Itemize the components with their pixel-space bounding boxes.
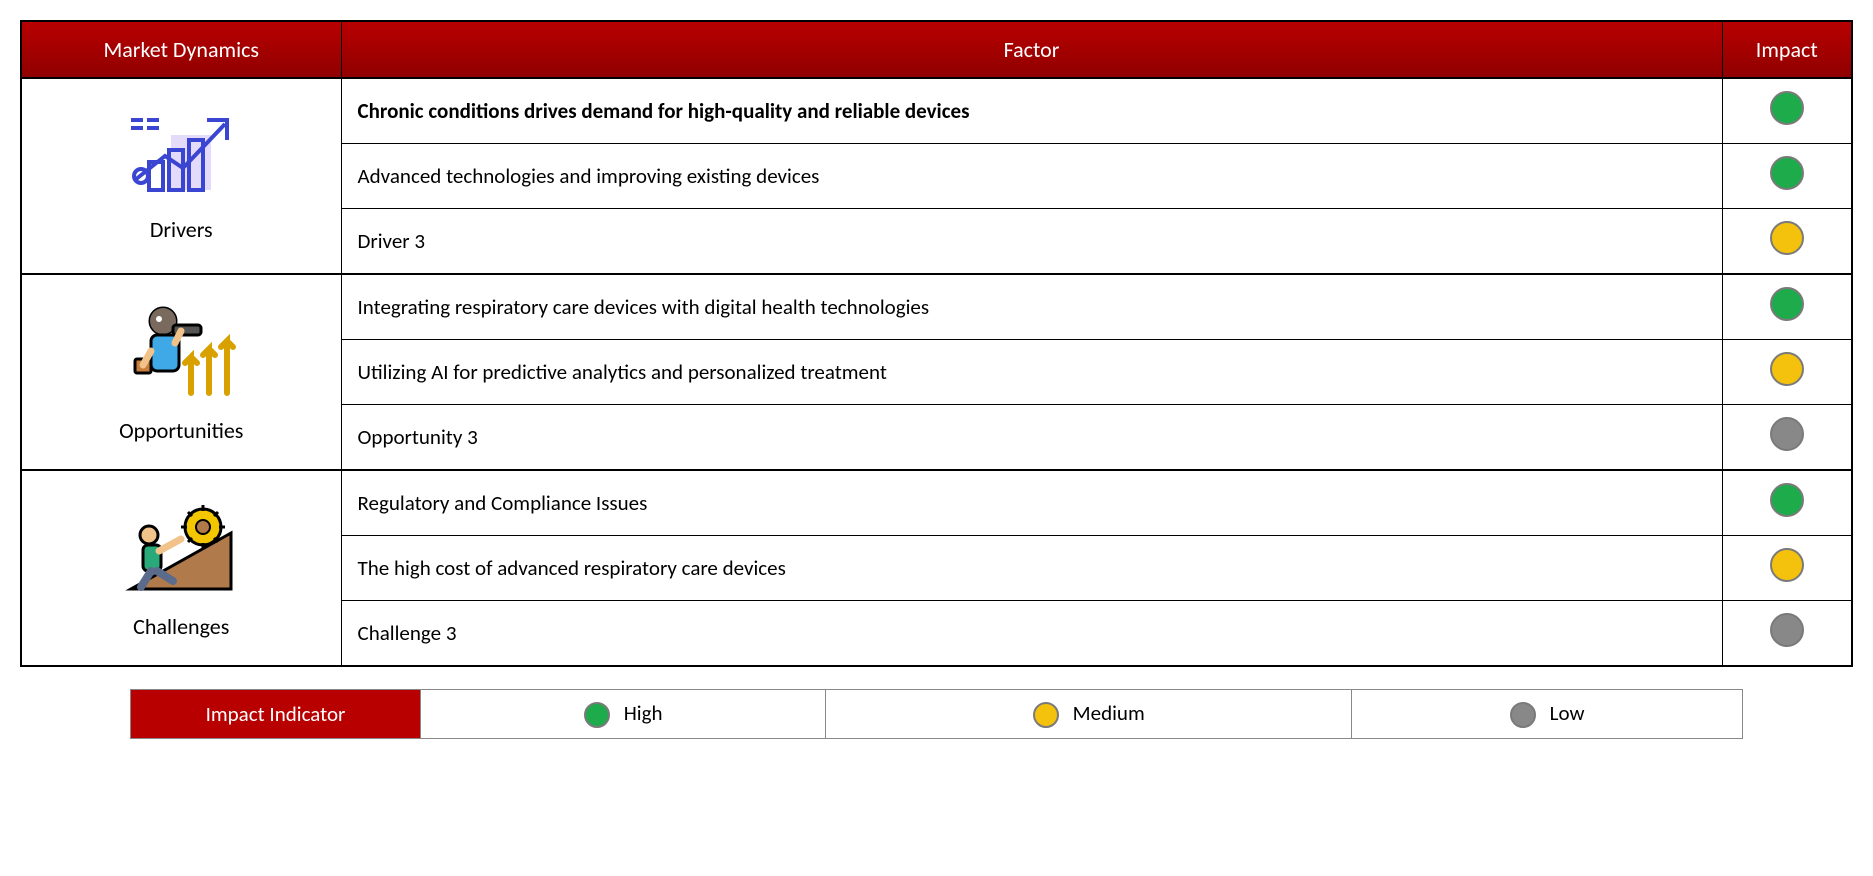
legend-high: High — [420, 690, 825, 739]
legend-title: Impact Indicator — [130, 690, 420, 739]
impact-cell — [1722, 78, 1852, 144]
impact-cell — [1722, 405, 1852, 471]
factor-cell: Regulatory and Compliance Issues — [341, 470, 1722, 536]
category-label: Opportunities — [38, 417, 325, 444]
impact-cell — [1722, 274, 1852, 340]
legend-medium-label: Medium — [1073, 700, 1145, 726]
opportunities-icon — [38, 301, 325, 407]
impact-circle-high — [1770, 91, 1804, 125]
impact-cell — [1722, 536, 1852, 601]
table-row: OpportunitiesIntegrating respiratory car… — [21, 274, 1852, 340]
factor-cell: Utilizing AI for predictive analytics an… — [341, 340, 1722, 405]
impact-cell — [1722, 601, 1852, 667]
header-dynamics: Market Dynamics — [21, 21, 341, 78]
category-label: Drivers — [38, 216, 325, 243]
impact-cell — [1722, 144, 1852, 209]
factor-cell: Integrating respiratory care devices wit… — [341, 274, 1722, 340]
legend-low-circle — [1510, 702, 1536, 728]
category-cell-drivers: Drivers — [21, 78, 341, 274]
challenges-icon — [38, 497, 325, 603]
header-factor: Factor — [341, 21, 1722, 78]
header-row: Market Dynamics Factor Impact — [21, 21, 1852, 78]
impact-circle-high — [1770, 287, 1804, 321]
legend-high-circle — [584, 702, 610, 728]
legend-low-label: Low — [1550, 700, 1585, 726]
header-impact: Impact — [1722, 21, 1852, 78]
impact-circle-low — [1770, 613, 1804, 647]
impact-cell — [1722, 340, 1852, 405]
category-cell-challenges: Challenges — [21, 470, 341, 666]
impact-circle-medium — [1770, 352, 1804, 386]
impact-cell — [1722, 209, 1852, 275]
factor-cell: Opportunity 3 — [341, 405, 1722, 471]
factor-cell: Challenge 3 — [341, 601, 1722, 667]
legend-medium-circle — [1033, 702, 1059, 728]
table-row: ChallengesRegulatory and Compliance Issu… — [21, 470, 1852, 536]
impact-circle-medium — [1770, 548, 1804, 582]
impact-circle-high — [1770, 156, 1804, 190]
legend-medium: Medium — [826, 690, 1352, 739]
category-label: Challenges — [38, 613, 325, 640]
impact-circle-low — [1770, 417, 1804, 451]
factor-cell: Driver 3 — [341, 209, 1722, 275]
drivers-icon — [38, 110, 325, 206]
factor-cell: The high cost of advanced respiratory ca… — [341, 536, 1722, 601]
category-cell-opportunities: Opportunities — [21, 274, 341, 470]
impact-cell — [1722, 470, 1852, 536]
impact-circle-high — [1770, 483, 1804, 517]
factor-cell: Chronic conditions drives demand for hig… — [341, 78, 1722, 144]
factor-cell: Advanced technologies and improving exis… — [341, 144, 1722, 209]
impact-circle-medium — [1770, 221, 1804, 255]
legend-low: Low — [1352, 690, 1743, 739]
table-row: DriversChronic conditions drives demand … — [21, 78, 1852, 144]
legend-high-label: High — [624, 700, 663, 726]
market-dynamics-table: Market Dynamics Factor Impact DriversChr… — [20, 20, 1853, 667]
impact-legend: Impact Indicator High Medium Low — [130, 689, 1743, 739]
